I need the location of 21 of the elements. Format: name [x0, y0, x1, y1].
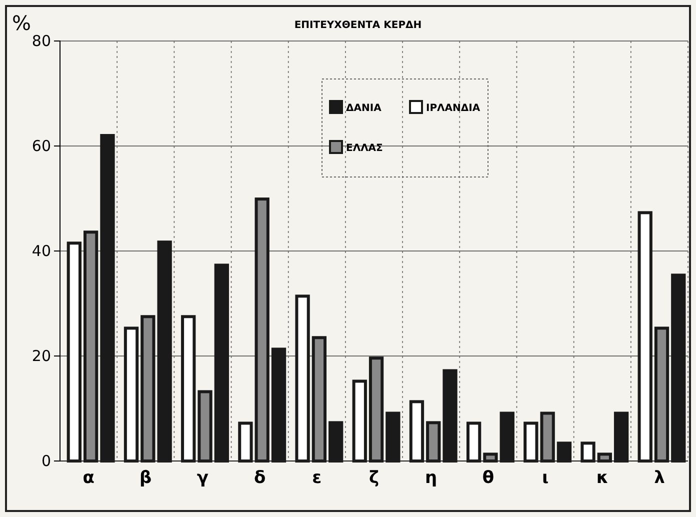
x-tick-label: γ — [196, 468, 209, 488]
y-tick-label: 80 — [32, 32, 51, 50]
y-tick-label: 40 — [32, 242, 51, 260]
x-tick-label: α — [82, 468, 94, 488]
y-tick-label: 20 — [32, 346, 51, 365]
x-tick-label: θ — [482, 468, 494, 488]
chart-title: ΕΠΙΤΕΥΧΘΕΝΤΑ ΚΕΡΔΗ — [294, 20, 422, 31]
x-tick-label: δ — [254, 468, 266, 488]
x-tick-label: η — [425, 468, 438, 488]
legend-label: ΙΡΛΑΝΔΙΑ — [426, 103, 480, 114]
y-tick-label: 0 — [41, 452, 51, 470]
x-tick-label: ζ — [368, 468, 380, 488]
y-axis-title: % — [12, 11, 32, 35]
x-tick-label: λ — [654, 468, 666, 488]
x-tick-label: ι — [542, 468, 549, 488]
legend-label: ΕΛΛΑΣ — [346, 143, 384, 154]
legend-label: ΔΑΝΙΑ — [346, 103, 382, 114]
y-tick-label: 60 — [32, 136, 51, 155]
x-tick-label: β — [140, 468, 152, 488]
x-tick-label: κ — [596, 468, 608, 488]
x-tick-label: ε — [312, 468, 322, 488]
